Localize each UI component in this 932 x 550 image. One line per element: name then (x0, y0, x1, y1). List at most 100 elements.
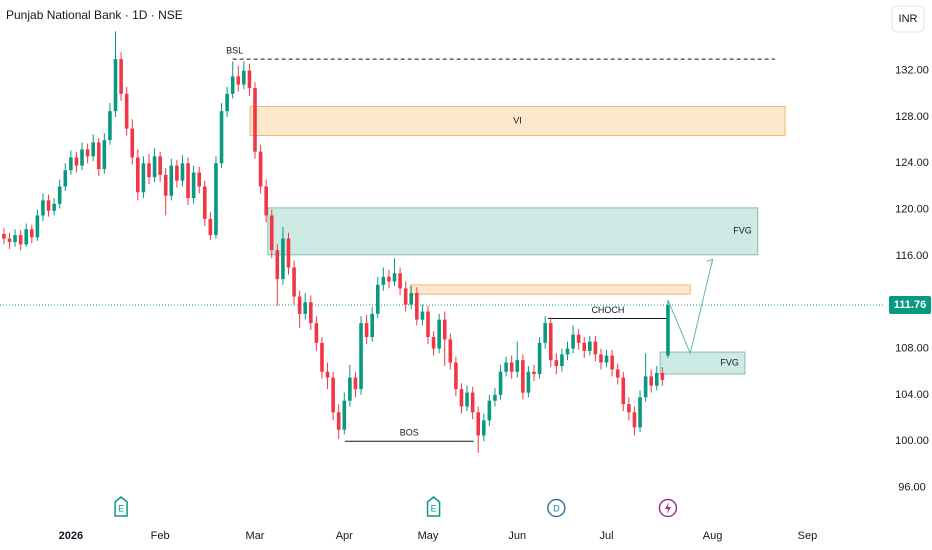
candle-body (375, 284, 380, 314)
candle-body (548, 323, 553, 361)
event-icon (114, 496, 128, 517)
candle-body (52, 203, 56, 211)
candle-body (654, 372, 659, 386)
candle-body (370, 313, 374, 338)
candle-body (493, 394, 497, 401)
candle-body (526, 371, 531, 393)
x-tick-label: Sep (798, 530, 818, 542)
candle-body (588, 341, 592, 351)
candle-body (24, 229, 29, 245)
candle-body (481, 420, 486, 436)
candle-body (202, 186, 207, 219)
candle-body (242, 70, 246, 85)
event-label: E (431, 503, 437, 513)
candle-body (431, 337, 436, 349)
structure-label: BOS (400, 428, 419, 438)
candle-body (197, 172, 202, 187)
candle-body (476, 412, 481, 436)
candle-body (113, 59, 118, 112)
zone-label: VI (513, 115, 522, 125)
candle-body (604, 355, 609, 363)
x-tick-label: Jun (508, 530, 526, 542)
candle-body (632, 412, 637, 428)
candle-body (454, 362, 458, 390)
candle-body (487, 400, 492, 421)
candle-body (180, 163, 185, 181)
y-tick-label: 128.00 (895, 111, 929, 123)
zone-label: FVG (720, 357, 739, 367)
candle-body (102, 140, 107, 170)
candle-body (610, 355, 614, 370)
candle-body (281, 238, 285, 280)
candle-body (13, 235, 17, 243)
candle-body (314, 323, 319, 343)
candle-body (130, 128, 135, 158)
zone (267, 207, 759, 256)
candle-body (387, 276, 391, 282)
candle-body (186, 163, 190, 199)
candle-body (649, 376, 653, 386)
event-bolt (664, 502, 671, 514)
candle-body (426, 311, 430, 338)
candle-body (80, 149, 84, 166)
candle-body (158, 156, 162, 175)
structure-label: CHOCH (591, 305, 624, 315)
y-tick-label: 100.00 (895, 435, 929, 447)
y-tick-label: 104.00 (895, 389, 929, 401)
candle-body (470, 392, 475, 413)
candle-body (214, 163, 218, 236)
candle-body (571, 334, 575, 349)
currency-box[interactable] (891, 5, 925, 33)
candle-body (593, 341, 598, 355)
zone (659, 351, 746, 375)
y-tick-label: 108.00 (895, 343, 929, 355)
candle-body (119, 59, 123, 94)
candle-body (46, 200, 51, 211)
candle-body (359, 323, 363, 390)
x-tick-label: Jul (600, 530, 614, 542)
candle-body (348, 377, 352, 401)
candle-body (515, 360, 520, 372)
candle-body (253, 88, 257, 152)
candle-body (91, 142, 95, 157)
candle-body (392, 273, 397, 282)
candle-body (236, 76, 241, 85)
candle-body (108, 111, 112, 141)
candle-body (342, 400, 347, 430)
candle-body (621, 377, 626, 405)
candle-body (35, 215, 40, 238)
candle-body (96, 142, 101, 170)
candle-body (219, 111, 224, 164)
candle-body (175, 165, 179, 181)
candle-body (381, 276, 386, 285)
candle-body (660, 372, 665, 380)
zone-label: FVG (733, 226, 752, 236)
candle-body (169, 165, 174, 196)
projection (667, 259, 714, 355)
currency[interactable]: INR (899, 13, 918, 25)
zone (409, 284, 691, 295)
candle-body (269, 215, 274, 251)
candle-body (643, 376, 648, 398)
candle-body (627, 404, 631, 413)
candle-body (415, 293, 419, 320)
candle-body (264, 186, 268, 216)
candle-body (331, 377, 335, 413)
candle-body (136, 157, 140, 193)
candle-body (420, 311, 425, 320)
candle-body (638, 397, 642, 428)
candle-body (437, 319, 441, 349)
candle-body (124, 93, 129, 129)
candle-body (208, 218, 213, 236)
candle-body (666, 305, 670, 356)
candle-body (521, 360, 525, 393)
candle-body (325, 371, 330, 378)
candle-body (30, 229, 34, 238)
candle-body (2, 233, 6, 239)
candle-body (74, 157, 79, 166)
candle-body (409, 293, 414, 305)
projection-arrowhead (706, 258, 714, 266)
x-tick-label: May (418, 530, 439, 542)
event-icon (426, 496, 441, 517)
